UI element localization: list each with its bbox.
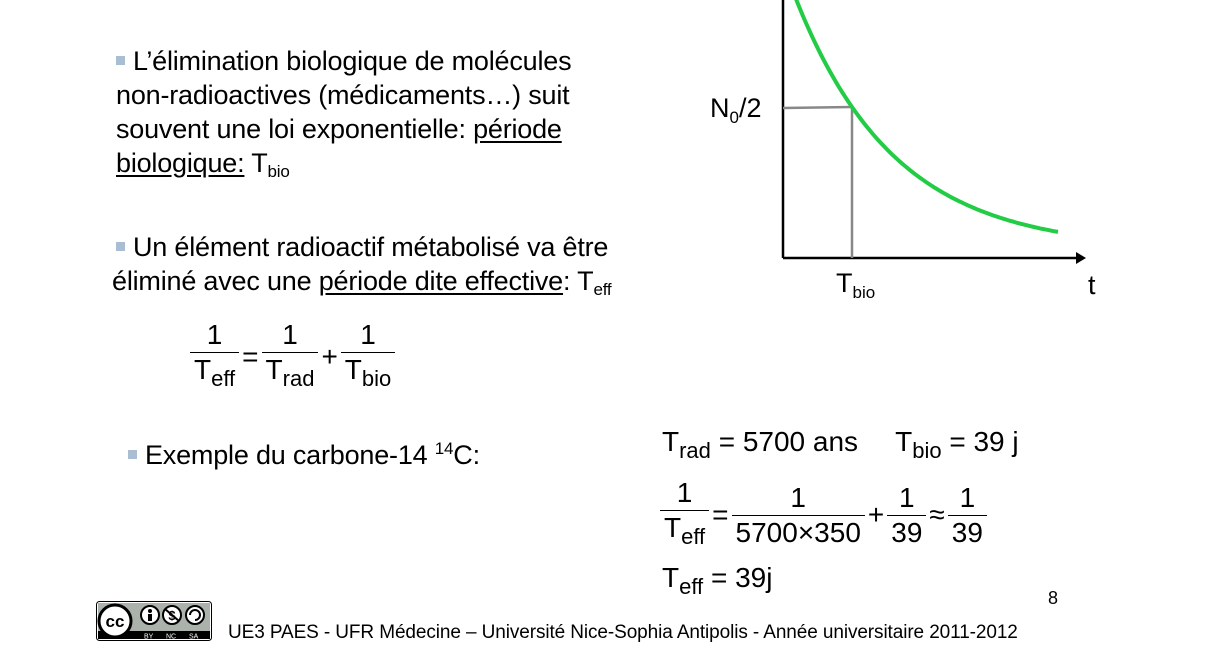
denominator: Tbio (340, 352, 396, 396)
fraction-1-over-product: 1 5700×350 (731, 481, 865, 550)
numerator: 1 (360, 319, 376, 350)
fraction-1-over-teff: 1 Teff (190, 318, 240, 396)
svg-text:NC: NC (166, 634, 176, 641)
svg-text:SA: SA (189, 634, 199, 641)
symbol-T: T (895, 426, 913, 457)
bullet-2-line-2: éliminé avec une (112, 266, 319, 296)
bullet-3-text: Exemple du carbone-14 (145, 440, 435, 470)
symbol-T: T (344, 354, 362, 385)
symbol-T: T (251, 148, 268, 178)
subscript-rad: rad (282, 366, 315, 391)
numerator: 1 (899, 481, 915, 513)
tbio-value: = 39 j (949, 426, 1019, 457)
denominator-5700x350: 5700×350 (731, 514, 865, 550)
subscript-bio: bio (912, 438, 942, 463)
teff-value: = 39j (710, 562, 773, 593)
symbol-T: T (664, 512, 682, 543)
denominator: Trad (261, 352, 319, 396)
term-periode: période (473, 114, 562, 144)
bullet-1-line-1: L’élimination biologique de molécules (133, 46, 572, 76)
denominator: Teff (660, 510, 710, 554)
denominator-39: 39 (887, 514, 927, 550)
subscript-rad: rad (679, 438, 711, 463)
bullet-marker (116, 56, 125, 65)
example-line-periods: Trad = 5700 ans Tbio = 39 j (662, 426, 1019, 464)
symbol-T: T (662, 562, 680, 593)
equals-sign: = (712, 499, 729, 530)
bullet-marker (128, 450, 137, 459)
x-axis-arrow-icon (1076, 252, 1086, 264)
denominator: Teff (190, 352, 240, 396)
bullet-marker (116, 242, 125, 251)
numerator: 1 (790, 481, 806, 513)
svg-text:BY: BY (144, 634, 154, 641)
numerator: 1 (959, 481, 976, 513)
effective-period-formula: 1 Teff = 1 Trad + 1 Tbio (190, 318, 396, 396)
trad-value: = 5700 ans (718, 426, 859, 457)
numerator: 1 (282, 319, 298, 350)
plus-sign: + (867, 499, 885, 530)
half-life-horizontal-guide (782, 105, 853, 110)
y-marker-label: N0/2 (710, 93, 762, 127)
x-axis-label: t (1088, 270, 1096, 300)
subscript-eff: eff (211, 366, 236, 391)
term-periode-effective: période dite effective (318, 266, 564, 296)
fraction-1-over-teff: 1 Teff (660, 476, 710, 554)
plus-sign: + (321, 341, 338, 372)
numerator: 1 (206, 319, 223, 350)
symbol-T: T (265, 354, 283, 385)
numerator: 1 (676, 477, 693, 508)
denominator-39: 39 (947, 514, 987, 550)
superscript-14: 14 (434, 439, 454, 458)
subscript-bio: bio (361, 366, 392, 391)
symbol-T: T (194, 354, 212, 385)
bullet-1-line-3: souvent une loi exponentielle: (116, 114, 474, 144)
footer-text: UE3 PAES - UFR Médecine – Université Nic… (228, 622, 1018, 643)
decay-curve (794, 0, 1059, 234)
bullet-3-text-end: C: (453, 440, 480, 470)
subscript-eff: eff (679, 574, 704, 599)
example-line-computation: 1 Teff = 1 5700×350 + 1 39 ≈ 1 39 (660, 476, 987, 554)
fraction-1-over-trad: 1 Trad (261, 318, 319, 396)
bullet-radioactive-element: Un élément radioactif métabolisé va être… (112, 230, 696, 307)
subscript-eff: eff (681, 524, 706, 549)
equals-sign: = (242, 341, 259, 372)
approx-sign: ≈ (929, 499, 945, 530)
cc-by-nc-sa-icon: cc $ BY NC SA (96, 601, 212, 641)
svg-text:cc: cc (106, 612, 125, 631)
subscript-eff: eff (593, 280, 612, 299)
x-marker-label: Tbio (836, 268, 875, 302)
fraction-1-over-39: 1 39 (887, 481, 927, 550)
symbol-T: T (662, 426, 680, 457)
bullet-2-line-1: Un élément radioactif métabolisé va être (133, 232, 609, 262)
example-line-result: Teff = 39j (662, 562, 772, 600)
subscript-bio: bio (267, 162, 290, 181)
symbol-T: : T (563, 266, 594, 296)
fraction-1-over-39-result: 1 39 (947, 481, 987, 550)
bullet-carbon-14-example: Exemple du carbone-14 14C: (128, 432, 480, 472)
bullet-biological-elimination: L’élimination biologique de molécules no… (116, 44, 676, 189)
decay-chart: N0/2 Tbio t (710, 0, 1096, 302)
page-number: 8 (1048, 588, 1059, 608)
term-biologique: biologique: (116, 148, 245, 178)
fraction-1-over-tbio: 1 Tbio (340, 318, 396, 396)
bullet-1-line-2: non-radioactives (médicaments…) suit (116, 80, 570, 110)
